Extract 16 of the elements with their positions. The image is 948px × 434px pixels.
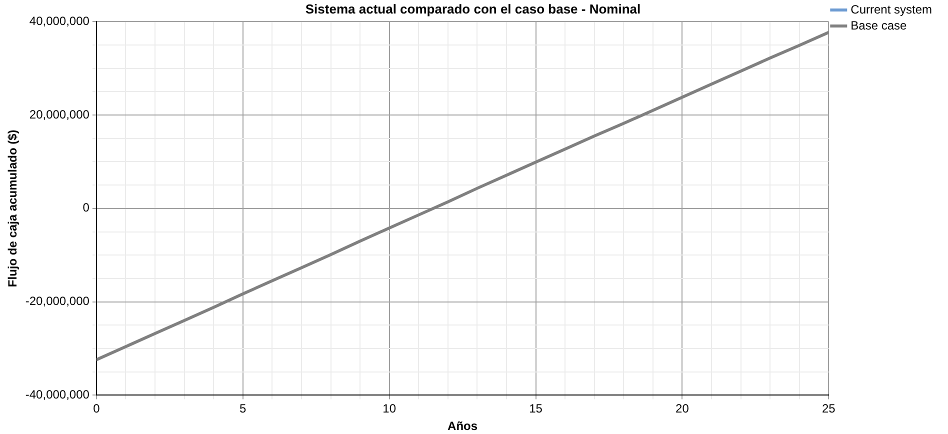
y-tick-label: 20,000,000 — [29, 107, 90, 122]
x-tick-label: 0 — [93, 402, 100, 416]
legend-label: Base case — [850, 18, 908, 32]
x-tick-label: 5 — [240, 402, 247, 416]
chart-title: Sistema actual comparado con el caso base - Nominal — [305, 1, 641, 16]
y-axis-title: Flujo de caja acumulado ($) — [6, 130, 20, 288]
x-tick-label: 10 — [382, 402, 396, 416]
x-tick-label: 25 — [822, 402, 836, 416]
y-tick-label: -20,000,000 — [25, 294, 90, 308]
x-tick-label: 20 — [676, 402, 690, 416]
y-tick-label: 40,000,000 — [29, 14, 90, 28]
x-axis-title: Años — [448, 419, 478, 434]
y-tick-label: -40,000,000 — [25, 388, 90, 402]
legend-label: Current system — [850, 2, 932, 16]
y-tick-label: 0 — [82, 200, 90, 215]
x-tick-label: 15 — [529, 402, 543, 416]
